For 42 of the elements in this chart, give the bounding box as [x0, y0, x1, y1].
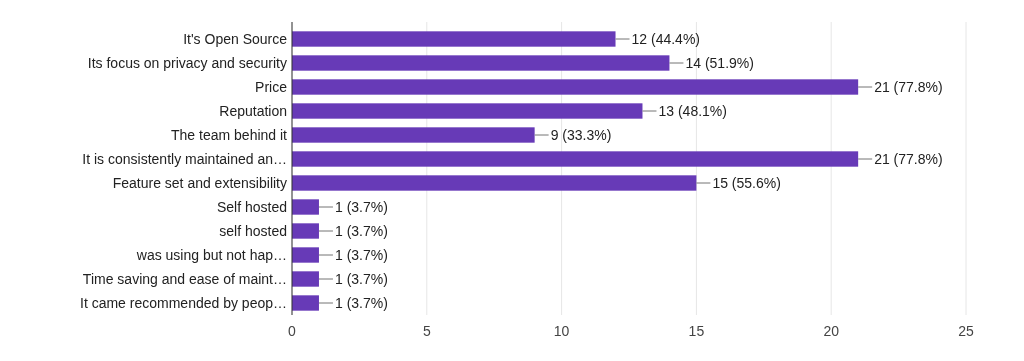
x-tick-label: 0 — [288, 323, 297, 339]
bar — [292, 79, 859, 95]
x-tick-label: 20 — [823, 323, 840, 339]
y-tick-label: Price — [255, 78, 288, 95]
bar — [292, 103, 643, 119]
y-tick-label: It is consistently maintained an… — [82, 150, 287, 167]
bar — [292, 31, 616, 47]
data-label: 1 (3.7%) — [334, 198, 388, 215]
data-label: 9 (33.3%) — [550, 126, 612, 143]
y-tick-label: Reputation — [219, 102, 287, 119]
data-label: 12 (44.4%) — [631, 30, 700, 47]
data-label: 14 (51.9%) — [685, 54, 754, 71]
y-tick-label: It came recommended by peop… — [80, 294, 287, 311]
y-tick-label: Self hosted — [216, 198, 287, 215]
x-tick-label: 10 — [553, 323, 570, 339]
bar — [292, 271, 319, 287]
bar — [292, 127, 535, 143]
bar — [292, 295, 319, 311]
bar — [292, 151, 859, 167]
data-label: 21 (77.8%) — [874, 78, 943, 95]
data-label: 1 (3.7%) — [334, 222, 388, 239]
data-label: 13 (48.1%) — [658, 102, 727, 119]
y-tick-label: It's Open Source — [183, 30, 288, 47]
y-tick-label: was using but not hap… — [135, 246, 287, 263]
data-label: 1 (3.7%) — [334, 270, 388, 287]
bar — [292, 199, 319, 215]
data-label: 1 (3.7%) — [334, 294, 388, 311]
bar — [292, 247, 319, 263]
x-tick-label: 5 — [422, 323, 431, 339]
bar — [292, 55, 670, 71]
y-tick-label: Time saving and ease of maint… — [82, 270, 287, 287]
y-tick-label: The team behind it — [171, 126, 288, 143]
y-tick-label: self hosted — [219, 222, 287, 239]
data-label: 1 (3.7%) — [334, 246, 388, 263]
x-tick-label: 15 — [688, 323, 705, 339]
y-tick-label: Its focus on privacy and security — [87, 54, 287, 71]
y-tick-label: Feature set and extensibility — [112, 174, 287, 191]
data-label: 15 (55.6%) — [712, 174, 781, 191]
bar — [292, 223, 319, 239]
data-label: 21 (77.8%) — [874, 150, 943, 167]
bar — [292, 175, 697, 191]
x-tick-label: 25 — [958, 323, 974, 339]
